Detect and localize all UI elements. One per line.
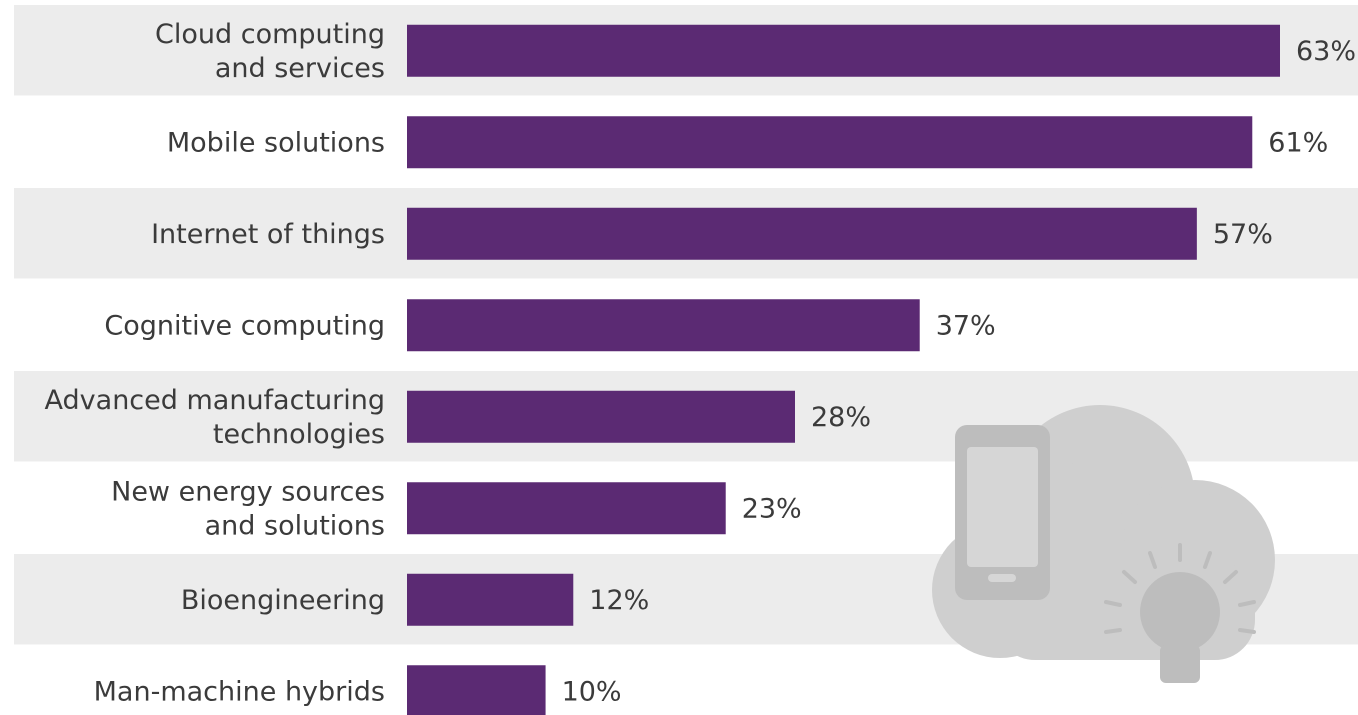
bars bbox=[407, 24, 1280, 715]
category-label: Advanced manufacturing technologies bbox=[45, 385, 385, 450]
category-label: Cognitive computing bbox=[104, 310, 385, 341]
bar bbox=[407, 665, 546, 715]
category-label: Internet of things bbox=[151, 219, 385, 250]
value-label: 12% bbox=[589, 585, 649, 616]
value-label: 37% bbox=[936, 310, 996, 341]
category-label: Bioengineering bbox=[181, 585, 385, 616]
value-label: 28% bbox=[811, 402, 871, 433]
value-label: 63% bbox=[1296, 36, 1356, 67]
bar bbox=[407, 116, 1253, 169]
phone-icon bbox=[955, 425, 1050, 600]
category-label: Man-machine hybrids bbox=[94, 676, 385, 707]
value-labels: 63% 61% 57% 37% 28% 23% 12% 10% bbox=[562, 36, 1356, 708]
category-label: Cloud computing and services bbox=[155, 19, 385, 84]
bar bbox=[407, 482, 726, 535]
value-label: 57% bbox=[1213, 219, 1273, 250]
bar bbox=[407, 390, 795, 443]
bar bbox=[407, 299, 920, 352]
category-label: New energy sources and solutions bbox=[111, 476, 385, 541]
bar bbox=[407, 207, 1197, 260]
value-label: 23% bbox=[742, 493, 802, 524]
value-label: 10% bbox=[562, 676, 622, 707]
bar bbox=[407, 573, 574, 626]
cloud-phone-lightbulb-icon bbox=[932, 405, 1275, 683]
bar bbox=[407, 24, 1280, 77]
category-label: Mobile solutions bbox=[167, 127, 385, 158]
lightbulb-icon bbox=[1104, 543, 1256, 683]
category-labels: Cloud computing and services Mobile soluti… bbox=[45, 19, 385, 708]
value-label: 61% bbox=[1268, 127, 1328, 158]
